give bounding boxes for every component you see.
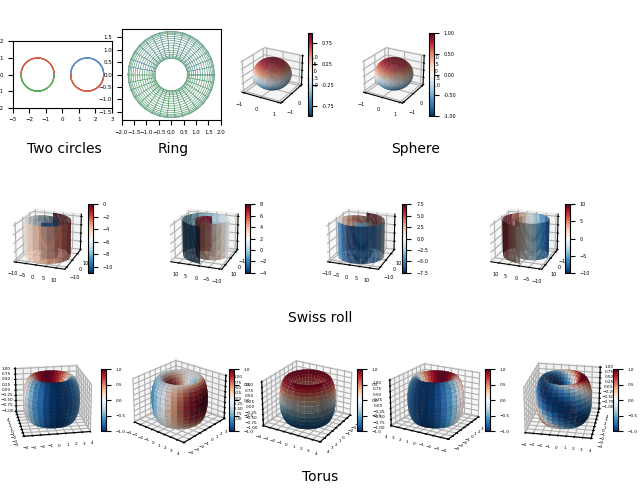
Text: Two circles: Two circles <box>27 142 101 156</box>
Text: Sphere: Sphere <box>392 142 440 156</box>
Text: Ring: Ring <box>157 142 188 156</box>
Text: Swiss roll: Swiss roll <box>288 311 352 325</box>
Text: Torus: Torus <box>302 470 338 484</box>
